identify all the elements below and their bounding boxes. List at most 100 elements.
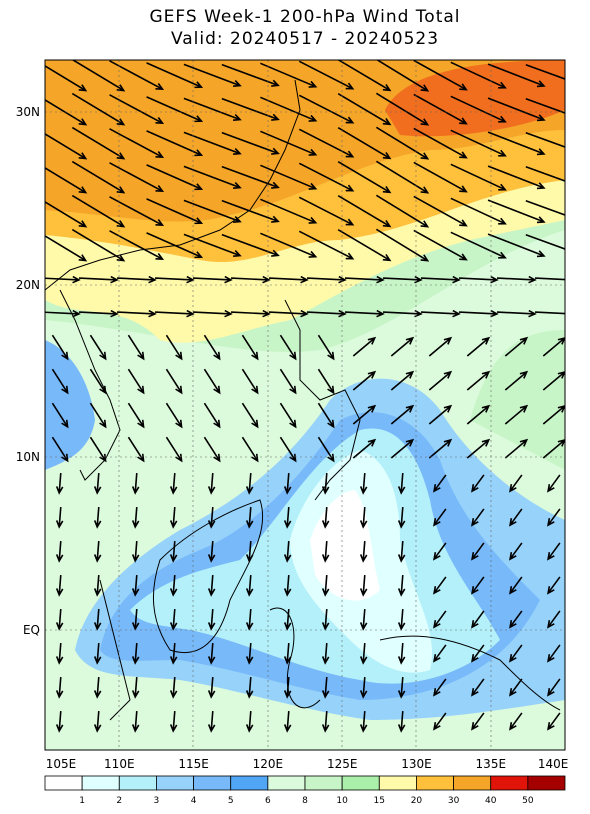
colorbar-swatch: [453, 775, 492, 791]
wind-arrow: [127, 402, 145, 429]
wind-arrow: [89, 402, 107, 429]
wind-arrow: [169, 574, 178, 597]
wind-arrow: [183, 233, 242, 258]
wind-arrow: [260, 198, 318, 224]
wind-arrow: [165, 368, 183, 395]
wind-arrow: [221, 131, 280, 155]
wind-arrow: [390, 370, 415, 391]
wind-arrow: [466, 438, 491, 459]
wind-arrow: [131, 574, 140, 597]
wind-arrow: [55, 676, 64, 699]
wind-arrow: [221, 63, 280, 87]
lon-label: 115E: [178, 757, 209, 771]
wind-arrow: [279, 436, 297, 463]
wind-arrow: [283, 540, 292, 563]
wind-arrow: [547, 474, 561, 493]
wind-arrow: [525, 131, 565, 148]
wind-arrow: [51, 334, 69, 361]
wind-arrow: [260, 232, 318, 258]
wind-arrow: [359, 642, 368, 665]
wind-arrow: [260, 96, 318, 122]
wind-arrow: [55, 506, 64, 529]
lon-label: 120E: [253, 757, 284, 771]
wind-arrow: [509, 678, 523, 697]
wind-arrow: [55, 540, 64, 563]
wind-arrow: [375, 160, 430, 194]
wind-arrow: [221, 199, 280, 223]
wind-arrow: [321, 608, 330, 631]
colorbar-swatch: [193, 775, 232, 791]
colorbar-swatch: [230, 775, 269, 791]
wind-arrow: [321, 472, 330, 495]
colorbar-swatch: [490, 775, 529, 791]
wind-arrow: [207, 540, 216, 563]
wind-arrow: [509, 644, 523, 663]
wind-arrow: [45, 133, 88, 160]
wind-arrow: [131, 506, 140, 529]
wind-arrow: [420, 275, 461, 284]
wind-arrow: [45, 65, 88, 92]
wind-arrow: [428, 370, 453, 391]
wind-arrow: [165, 334, 183, 361]
wind-arrow: [321, 540, 330, 563]
wind-arrow: [390, 438, 415, 459]
wind-arrow: [207, 676, 216, 699]
wind-arrow: [183, 165, 242, 190]
lon-label: 140E: [538, 757, 569, 771]
wind-arrow: [534, 311, 565, 315]
wind-arrow: [245, 676, 254, 699]
wind-arrow: [344, 309, 385, 318]
wind-arrow: [298, 196, 355, 226]
wind-arrow: [509, 474, 523, 493]
wind-arrow: [413, 60, 468, 91]
wind-arrow: [397, 540, 406, 563]
colorbar-label: 6: [265, 796, 271, 806]
wind-arrow: [169, 506, 178, 529]
wind-arrow: [525, 233, 565, 250]
wind-arrow: [433, 610, 447, 629]
wind-arrow: [51, 368, 69, 395]
wind-arrow: [131, 540, 140, 563]
wind-arrow: [109, 128, 165, 159]
lon-label: 125E: [327, 757, 358, 771]
wind-arrow: [71, 126, 126, 160]
wind-arrow: [71, 92, 126, 126]
wind-arrow: [487, 97, 546, 122]
wind-arrow: [547, 644, 561, 663]
lat-label: 30N: [16, 105, 40, 119]
wind-arrow: [93, 608, 102, 631]
wind-arrow: [55, 472, 64, 495]
wind-arrow: [283, 608, 292, 631]
wind-arrow: [487, 63, 546, 88]
wind-arrow: [337, 93, 392, 126]
wind-arrow: [207, 472, 216, 495]
wind-arrow: [397, 574, 406, 597]
wind-arrow: [55, 642, 64, 665]
wind-arrow: [45, 201, 88, 228]
wind-arrow: [487, 165, 546, 190]
wind-arrow: [169, 472, 178, 495]
wind-arrow: [93, 472, 102, 495]
wind-arrow: [192, 309, 233, 318]
wind-arrow: [245, 608, 254, 631]
colorbar-label: 3: [154, 796, 160, 806]
colorbar-label: 20: [411, 796, 423, 806]
colorbar-swatch: [267, 775, 306, 791]
lat-label: 20N: [16, 278, 40, 292]
wind-arrow: [306, 275, 347, 284]
wind-arrow: [55, 710, 64, 733]
wind-arrow: [428, 404, 453, 425]
colorbar-label: 4: [191, 796, 197, 806]
wind-arrow: [89, 436, 107, 463]
wind-arrow: [131, 710, 140, 733]
wind-arrow: [241, 334, 259, 361]
wind-arrow: [93, 506, 102, 529]
wind-arrow: [428, 438, 453, 459]
wind-arrow: [45, 167, 88, 194]
wind-arrow: [321, 574, 330, 597]
wind-arrow: [317, 402, 335, 429]
wind-arrow: [471, 508, 485, 527]
wind-arrow: [433, 576, 447, 595]
wind-arrow: [245, 574, 254, 597]
wind-arrow: [397, 472, 406, 495]
